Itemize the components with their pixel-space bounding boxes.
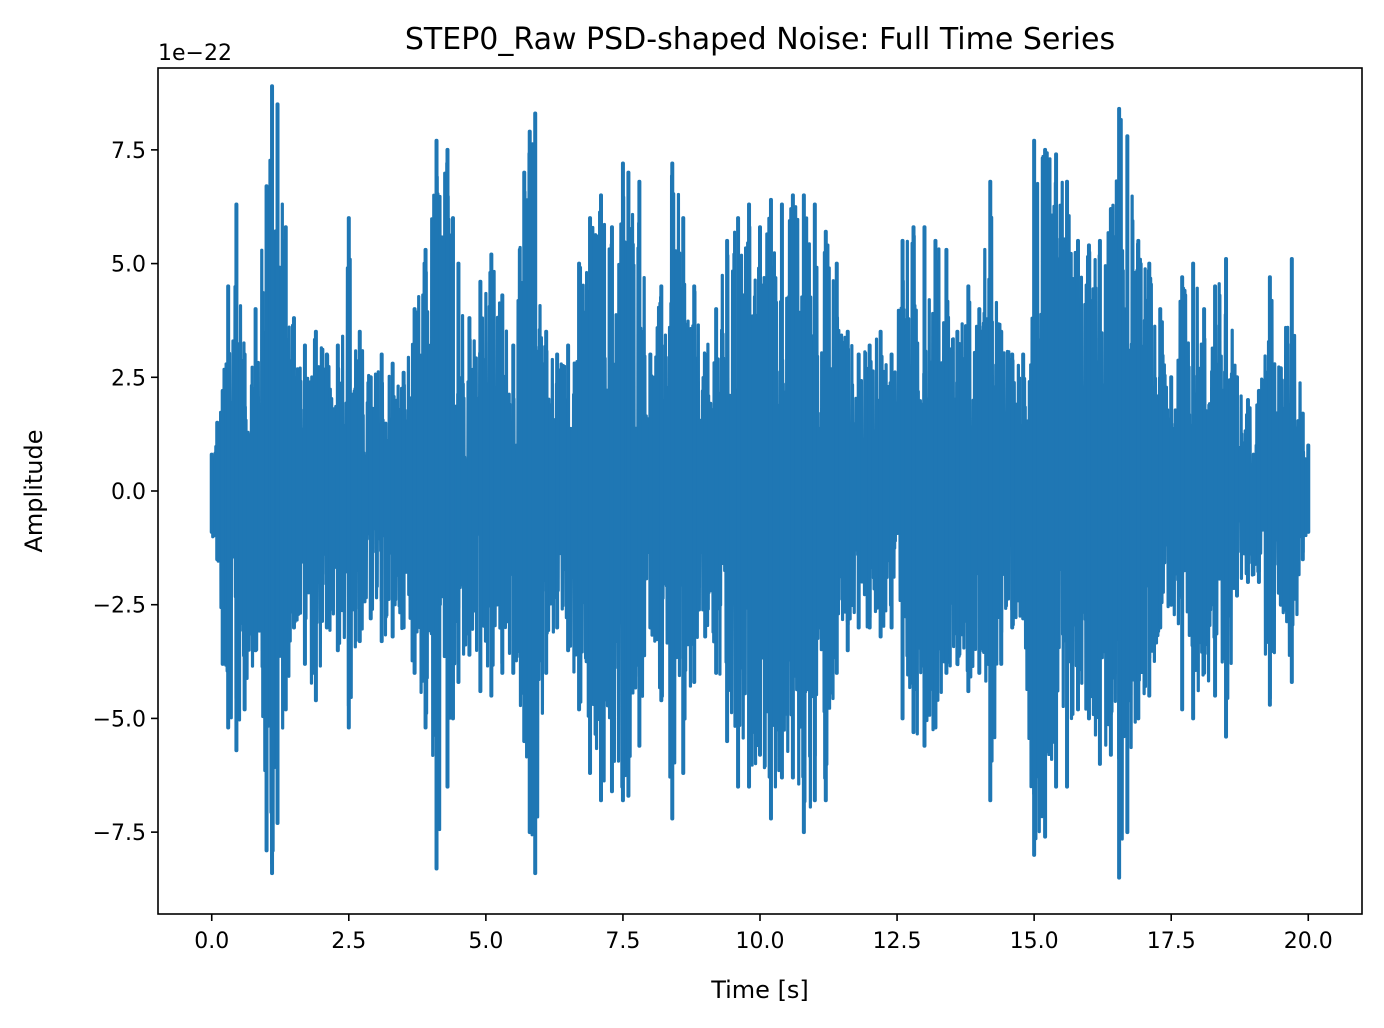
plot-area (157, 67, 1363, 915)
x-tick-label: 10.0 (736, 929, 785, 954)
x-tick-label: 17.5 (1147, 929, 1196, 954)
x-axis: 0.0 2.5 5.0 7.5 10.0 12.5 15.0 17.5 20.0 (194, 914, 1333, 954)
y-tick-label: −7.5 (93, 821, 146, 846)
x-tick-label: 0.0 (194, 929, 229, 954)
y-offset-label: 1e−22 (158, 41, 232, 66)
x-tick-label: 12.5 (873, 929, 922, 954)
x-tick-label: 7.5 (605, 929, 640, 954)
y-tick-label: −5.0 (93, 707, 146, 732)
y-tick-label: 7.5 (111, 139, 146, 164)
y-tick-label: 0.0 (111, 480, 146, 505)
y-tick-label: −2.5 (93, 594, 146, 619)
y-tick-label: 2.5 (111, 366, 146, 391)
y-axis: −7.5 −5.0 −2.5 0.0 2.5 5.0 7.5 (93, 139, 158, 846)
x-axis-label: Time [s] (710, 976, 809, 1004)
x-tick-label: 2.5 (331, 929, 366, 954)
x-tick-label: 15.0 (1010, 929, 1059, 954)
x-tick-label: 5.0 (468, 929, 503, 954)
chart-title: STEP0_Raw PSD-shaped Noise: Full Time Se… (405, 22, 1115, 57)
series-layer (209, 84, 1311, 880)
y-tick-label: 5.0 (111, 253, 146, 278)
y-axis-label: Amplitude (20, 430, 48, 553)
x-tick-label: 20.0 (1284, 929, 1333, 954)
